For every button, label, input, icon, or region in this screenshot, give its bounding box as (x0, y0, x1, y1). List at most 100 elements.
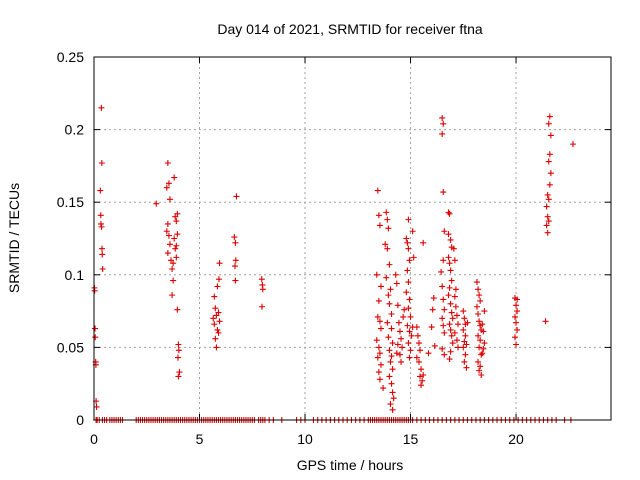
data-point (447, 236, 454, 243)
data-point (380, 385, 387, 392)
data-point (420, 239, 427, 246)
data-point (174, 354, 181, 361)
data-point (544, 213, 551, 220)
data-point (477, 363, 484, 370)
data-point (174, 231, 181, 238)
data-point (165, 180, 172, 187)
data-point (376, 222, 383, 229)
data-point (216, 260, 223, 267)
data-point (258, 303, 265, 310)
data-point (384, 245, 391, 252)
data-point (388, 311, 395, 318)
data-point (446, 260, 453, 267)
data-point (452, 303, 459, 310)
data-point (97, 187, 104, 194)
data-point (173, 254, 180, 261)
data-point (403, 235, 410, 242)
data-point (175, 347, 182, 354)
data-point (375, 369, 382, 376)
data-point (479, 321, 486, 328)
data-point (404, 322, 411, 329)
data-point (405, 305, 412, 312)
data-point (174, 210, 181, 217)
data-point (441, 228, 448, 235)
data-point (455, 344, 462, 351)
data-point (386, 347, 393, 354)
data-point (393, 350, 400, 357)
data-point (448, 332, 455, 339)
data-point (407, 313, 414, 320)
data-point (406, 328, 413, 335)
data-point (375, 297, 382, 304)
data-point (475, 311, 482, 318)
data-point (445, 254, 452, 261)
data-point (511, 334, 518, 341)
data-point (474, 303, 481, 310)
data-point (475, 286, 482, 293)
data-point (438, 268, 445, 275)
x-tick-label: 15 (403, 431, 419, 447)
data-point (166, 196, 173, 203)
data-point (445, 292, 452, 299)
data-point (153, 200, 160, 207)
data-point (377, 283, 384, 290)
data-point (211, 321, 218, 328)
data-point (215, 276, 222, 283)
data-point (461, 358, 468, 365)
data-point (409, 228, 416, 235)
data-point (511, 313, 518, 320)
data-point (514, 308, 521, 315)
data-point (419, 377, 426, 384)
data-point (214, 326, 221, 333)
data-point (418, 366, 425, 373)
data-point (216, 318, 223, 325)
data-point (513, 319, 520, 326)
data-point (410, 254, 417, 261)
data-point (176, 369, 183, 376)
data-point (570, 141, 577, 148)
data-point (546, 113, 553, 120)
data-point (169, 265, 176, 272)
x-tick-label: 20 (508, 431, 524, 447)
data-point (98, 223, 105, 230)
data-point (447, 300, 454, 307)
data-point (394, 341, 401, 348)
data-point (430, 295, 437, 302)
x-axis-label: GPS time / hours (297, 457, 404, 473)
data-point (390, 395, 397, 402)
data-point (400, 313, 407, 320)
data-point (441, 351, 448, 358)
y-tick-label: 0.25 (57, 49, 84, 65)
data-point (514, 326, 521, 333)
data-point (375, 344, 382, 351)
data-point (441, 329, 448, 336)
data-point (401, 306, 408, 313)
data-point (383, 209, 390, 216)
data-point (259, 286, 266, 293)
data-point (211, 293, 218, 300)
data-point (213, 344, 220, 351)
data-point (478, 351, 485, 358)
data-point (514, 296, 521, 303)
data-point (389, 366, 396, 373)
data-point (258, 276, 265, 283)
data-point (98, 159, 105, 166)
data-point (232, 239, 239, 246)
data-point (395, 319, 402, 326)
data-point (215, 309, 222, 316)
data-point (170, 277, 177, 284)
data-point (163, 228, 170, 235)
y-tick-label: 0.1 (65, 267, 85, 283)
data-point (460, 326, 467, 333)
data-point (451, 257, 458, 264)
data-point (440, 322, 447, 329)
data-point (374, 313, 381, 320)
data-point (461, 315, 468, 322)
data-point (449, 340, 456, 347)
data-point (377, 361, 384, 368)
data-point (174, 306, 181, 313)
data-point (407, 347, 414, 354)
x-tick-label: 10 (297, 431, 313, 447)
data-point (405, 340, 412, 347)
data-point (544, 191, 551, 198)
